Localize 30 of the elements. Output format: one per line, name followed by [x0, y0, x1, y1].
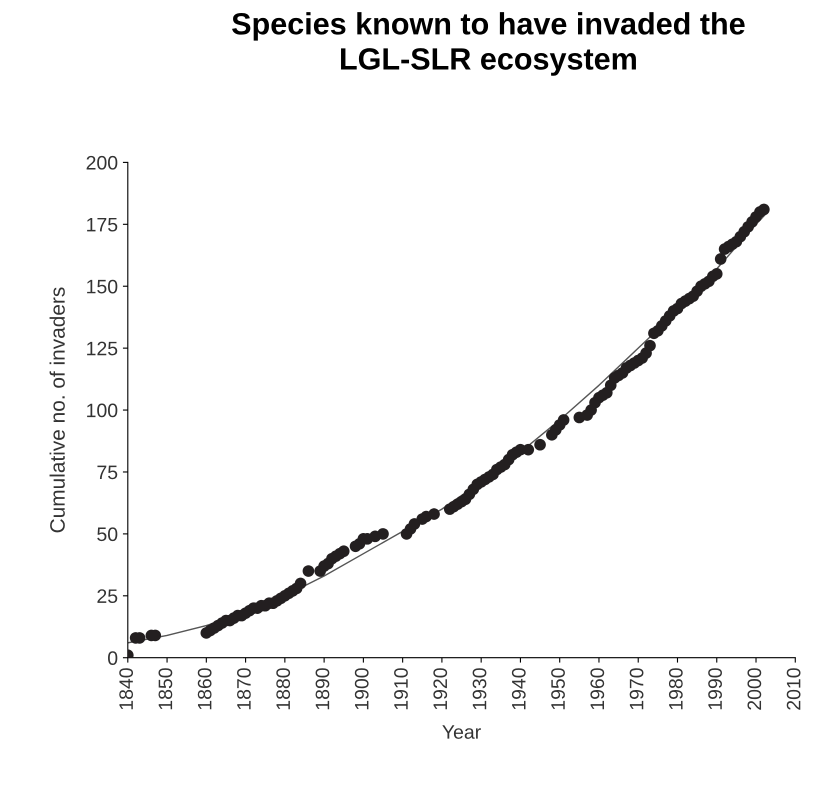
x-tick-label: 1890 — [316, 668, 330, 710]
y-axis-title: Cumulative no. of invaders — [50, 287, 65, 532]
x-tick-label: 1950 — [551, 668, 565, 710]
y-tick-label: 0 — [108, 651, 118, 665]
x-tick-label: 1910 — [394, 668, 408, 710]
x-tick-label: 1990 — [708, 668, 722, 710]
y-tick-label: 175 — [87, 218, 118, 232]
x-tick-label: 1940 — [512, 668, 526, 710]
y-tick-label: 75 — [97, 466, 118, 480]
y-tick-label: 125 — [87, 342, 118, 356]
y-tick-label: 25 — [97, 589, 118, 604]
x-tick-label: 1970 — [630, 668, 644, 710]
x-tick-label: 1960 — [590, 668, 604, 710]
chart-title: Species known to have invaded the LGL-SLR ecosystem — [232, 12, 745, 76]
x-tick-label: 2010 — [786, 668, 800, 710]
x-tick-label: 1880 — [276, 668, 290, 710]
x-tick-label: 1900 — [354, 668, 369, 710]
x-tick-label: 1860 — [198, 668, 212, 710]
y-tick-label: 200 — [86, 156, 118, 170]
x-tick-label: 1870 — [237, 668, 251, 710]
x-tick-label: 1920 — [433, 668, 448, 710]
y-tick-label: 100 — [87, 404, 118, 418]
x-axis-title: Year — [442, 725, 481, 739]
x-tick-label: 1930 — [472, 668, 486, 710]
y-tick-label: 150 — [87, 280, 118, 294]
x-tick-label: 2000 — [747, 668, 762, 710]
x-tick-label: 1980 — [668, 668, 683, 710]
y-tick-label: 50 — [97, 527, 118, 542]
x-tick-label: 1850 — [158, 668, 172, 710]
x-tick-label: 1840 — [119, 668, 134, 710]
